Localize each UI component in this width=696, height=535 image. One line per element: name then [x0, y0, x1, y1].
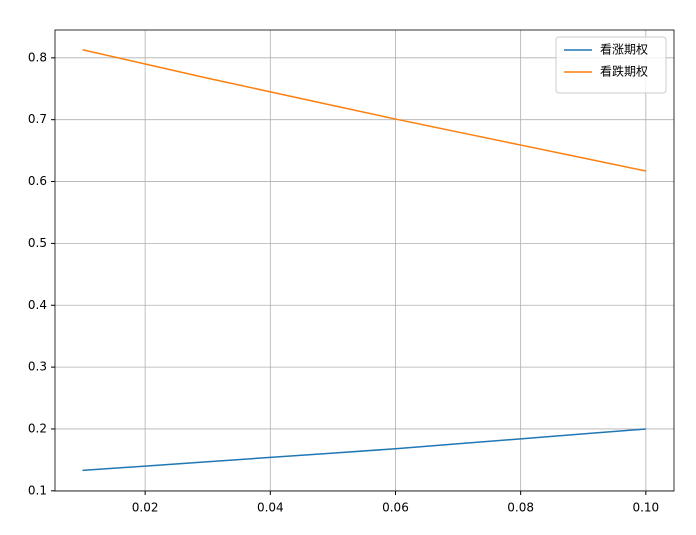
- legend-label: 看涨期权: [600, 42, 648, 57]
- legend-label: 看跌期权: [600, 64, 648, 79]
- y-tick-label: 0.5: [28, 236, 47, 250]
- y-tick-label: 0.2: [28, 421, 47, 435]
- line: [82, 49, 646, 172]
- line: [82, 428, 646, 472]
- y-tick-label: 0.3: [28, 360, 47, 374]
- y-tick-label: 0.8: [28, 50, 47, 64]
- legend-box: [555, 36, 667, 94]
- x-tick-label: 0.08: [507, 501, 534, 515]
- x-tick-label: 0.02: [132, 501, 159, 515]
- x-tick-label: 0.06: [382, 501, 409, 515]
- y-tick-label: 0.6: [28, 174, 47, 188]
- x-tick-label: 0.04: [257, 501, 284, 515]
- x-tick-label: 0.10: [632, 501, 659, 515]
- y-tick-label: 0.1: [28, 483, 47, 497]
- y-tick-label: 0.7: [28, 112, 47, 126]
- y-tick-label: 0.4: [28, 298, 47, 312]
- plot-frame: [54, 29, 675, 492]
